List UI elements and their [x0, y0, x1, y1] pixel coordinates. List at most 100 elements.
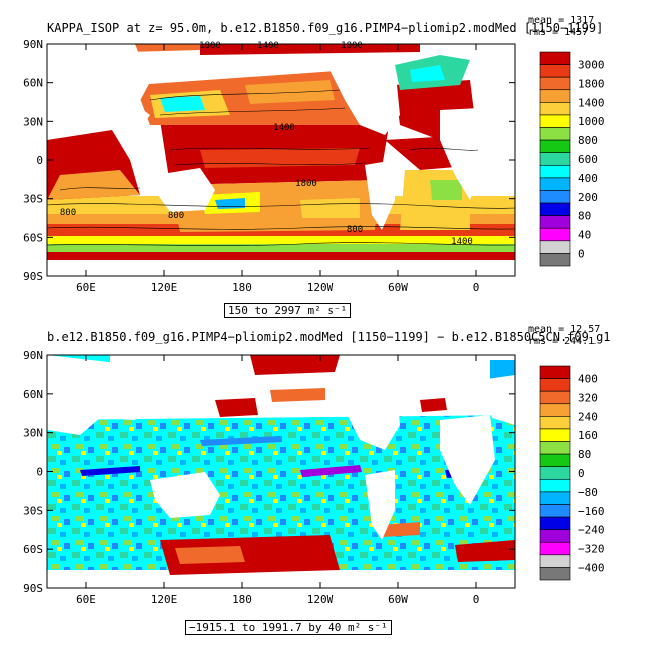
- y-tick-label: 0: [36, 154, 43, 167]
- x-tick-label: 60W: [388, 281, 408, 294]
- x-tick-label: 0: [473, 281, 480, 294]
- colorbar-box: [539, 215, 571, 229]
- colorbar-box: [539, 554, 571, 568]
- colorbar-box: [539, 516, 571, 530]
- colorbar-label: 600: [578, 153, 598, 166]
- colorbar-box: [539, 51, 571, 65]
- colorbar-box: [539, 89, 571, 103]
- contour-label: 1800: [341, 41, 363, 51]
- colorbar-box: [539, 567, 571, 581]
- colorbar-box: [539, 177, 571, 191]
- x-tick-label: 120W: [307, 593, 334, 606]
- y-tick-label: 30N: [23, 115, 43, 128]
- colorbar-box: [539, 240, 571, 254]
- contour-label: 1400: [257, 41, 279, 51]
- colorbar-label: 240: [578, 410, 598, 423]
- contour-label: 1400: [451, 237, 473, 247]
- x-tick-label: 60E: [76, 593, 96, 606]
- colorbar-box: [539, 190, 571, 204]
- bottom-rms: rms = 244.1: [528, 336, 595, 347]
- top-map: [47, 44, 515, 276]
- y-tick-label: 90N: [23, 349, 43, 362]
- colorbar-box: [539, 64, 571, 78]
- colorbar-box: [539, 416, 571, 430]
- colorbar-box: [539, 466, 571, 480]
- colorbar-label: 200: [578, 191, 598, 204]
- colorbar-box: [539, 390, 571, 405]
- colorbar-box: [539, 491, 571, 505]
- contour-label: 1400: [273, 123, 295, 133]
- colorbar-label: −160: [578, 505, 605, 518]
- colorbar-label: 0: [578, 467, 585, 480]
- colorbar-label: 1400: [578, 96, 605, 109]
- colorbar-label: −240: [578, 524, 605, 537]
- colorbar-box: [539, 441, 571, 455]
- colorbar-box: [539, 478, 571, 493]
- colorbar-box: [539, 253, 571, 267]
- bottom-axes: 60E 120E 180 120W 60W 0 90N 60N 30N 0 30S 60S 90S: [23, 349, 515, 606]
- colorbar-label: 320: [578, 391, 598, 404]
- colorbar-label: 400: [578, 373, 598, 386]
- contour-label: 800: [168, 211, 184, 221]
- y-tick-label: 90N: [23, 38, 43, 51]
- colorbar-label: −80: [578, 486, 598, 499]
- colorbar-box: [539, 378, 571, 392]
- colorbar-label: 1800: [578, 77, 605, 90]
- colorbar-label: 0: [578, 247, 585, 260]
- y-tick-label: 60N: [23, 388, 43, 401]
- colorbar-box: [539, 428, 571, 442]
- y-tick-label: 60S: [23, 231, 43, 244]
- contour-label: 800: [60, 208, 76, 218]
- bottom-colorbar: 400 320 240 160 80 0 −80 −160 −240 −320 −400: [539, 365, 605, 581]
- colorbar-box: [539, 127, 571, 141]
- colorbar-box: [539, 529, 571, 543]
- bottom-title: b.e12.B1850.f09_g16.PIMP4−pliomip2.modMe…: [47, 330, 611, 344]
- colorbar-label: −400: [578, 561, 605, 574]
- colorbar-box: [539, 365, 571, 379]
- colorbar-box: [539, 227, 571, 242]
- y-tick-label: 30S: [23, 504, 43, 517]
- x-tick-label: 120E: [151, 281, 178, 294]
- x-tick-label: 0: [473, 593, 480, 606]
- x-tick-label: 120W: [307, 281, 334, 294]
- top-contour-labels: 1800 1400 1800 1400 1800 800 800 800 1400: [60, 41, 473, 247]
- colorbar-label: 400: [578, 172, 598, 185]
- colorbar-label: 40: [578, 229, 591, 242]
- y-tick-label: 30S: [23, 193, 43, 206]
- colorbar-box: [539, 453, 571, 468]
- contour-label: 1800: [295, 179, 317, 189]
- top-range-label: 150 to 2997 m² s⁻¹: [224, 303, 352, 318]
- contour-label: 1800: [199, 41, 221, 51]
- colorbar-box: [539, 403, 571, 417]
- colorbar-box: [539, 202, 571, 216]
- top-title: KAPPA_ISOP at z= 95.0m, b.e12.B1850.f09_…: [47, 21, 604, 35]
- colorbar-label: 800: [578, 134, 598, 147]
- colorbar-label: 3000: [578, 59, 605, 72]
- x-tick-label: 60E: [76, 281, 96, 294]
- colorbar-box: [539, 102, 571, 116]
- x-tick-label: 60W: [388, 593, 408, 606]
- colorbar-box: [539, 541, 571, 556]
- x-tick-label: 120E: [151, 593, 178, 606]
- colorbar-box: [539, 139, 571, 154]
- x-tick-label: 180: [232, 593, 252, 606]
- top-mean: mean = 1317: [528, 15, 595, 26]
- colorbar-label: −320: [578, 543, 605, 556]
- colorbar-label: 1000: [578, 115, 605, 128]
- top-axes: 60E 120E 180 120W 60W 0 90N 60N 30N 0 30S 60S 90S: [23, 38, 515, 294]
- y-tick-label: 90S: [23, 582, 43, 595]
- colorbar-box: [539, 114, 571, 128]
- bottom-range-label: −1915.1 to 1991.7 by 40 m² s⁻¹: [185, 620, 392, 635]
- bottom-mean: mean = 12.57: [528, 324, 601, 335]
- y-tick-label: 60S: [23, 543, 43, 556]
- colorbar-label: 80: [578, 448, 591, 461]
- contour-label: 800: [347, 225, 363, 235]
- y-tick-label: 90S: [23, 270, 43, 283]
- x-tick-label: 180: [232, 281, 252, 294]
- bottom-map: [47, 355, 515, 588]
- y-tick-label: 60N: [23, 77, 43, 90]
- y-tick-label: 30N: [23, 427, 43, 440]
- colorbar-box: [539, 76, 571, 91]
